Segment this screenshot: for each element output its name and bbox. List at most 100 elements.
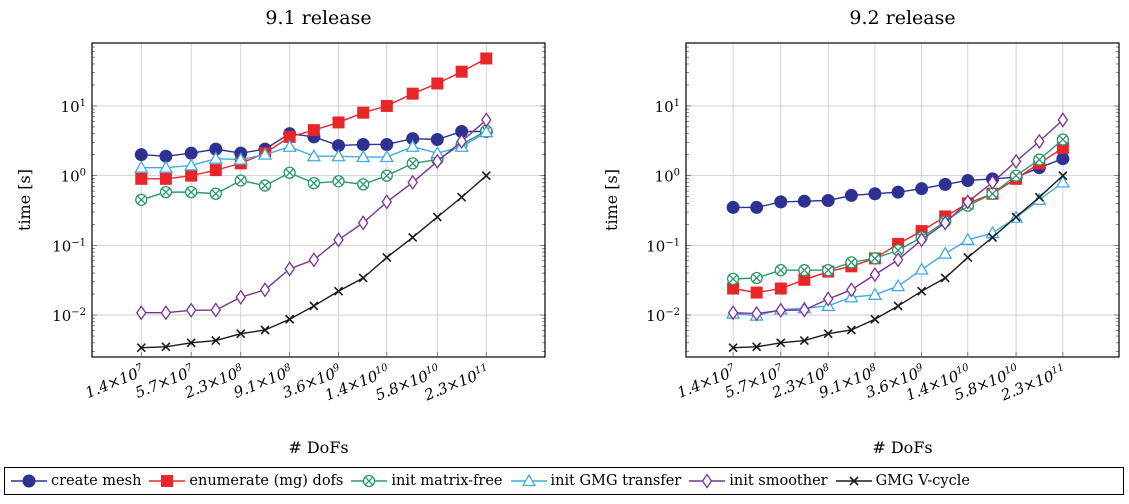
y-tick-label: 100	[61, 168, 86, 186]
data-point	[1056, 152, 1070, 166]
y-axis-label: time [s]	[15, 169, 34, 231]
data-point	[963, 252, 973, 263]
data-point	[914, 262, 929, 275]
data-point	[1055, 175, 1071, 188]
grid	[92, 42, 545, 357]
data-point	[915, 182, 929, 196]
y-axis-label: time [s]	[602, 169, 621, 231]
data-point	[405, 139, 420, 152]
data-point	[799, 336, 809, 346]
data-point	[987, 174, 998, 191]
data-point	[159, 172, 172, 185]
legend-label: init GMG transfer	[550, 473, 682, 489]
data-point	[184, 146, 198, 160]
data-point	[209, 164, 222, 177]
data-point	[432, 153, 443, 170]
data-point	[456, 133, 467, 150]
grid	[686, 42, 1119, 357]
data-point	[1011, 212, 1021, 222]
y-tick-label: 10−2	[52, 307, 86, 325]
plot-frame	[91, 42, 546, 358]
legend-marker	[363, 474, 376, 488]
data-point	[751, 305, 762, 322]
series-gmg-v-cycle	[136, 171, 491, 353]
data-point	[236, 329, 246, 339]
data-point	[285, 314, 295, 324]
data-point	[357, 106, 370, 119]
data-point	[846, 282, 857, 298]
plot-frame	[685, 42, 1120, 358]
data-point	[985, 225, 1000, 239]
data-point	[986, 187, 999, 200]
data-point	[775, 302, 787, 318]
y-tick-label: 101	[655, 98, 680, 116]
data-point	[752, 342, 762, 352]
data-point	[307, 177, 321, 190]
legend-label: enumerate (mg) dofs	[189, 473, 344, 489]
data-point	[846, 325, 856, 335]
data-point	[235, 289, 247, 305]
data-point	[380, 137, 394, 151]
data-point	[307, 124, 320, 137]
y-tick-label: 10−1	[646, 237, 680, 255]
data-point	[774, 282, 787, 295]
data-point	[430, 133, 444, 147]
legend-label: init smoother	[729, 473, 828, 489]
legend-label: init matrix-free	[391, 473, 503, 489]
data-point	[1058, 171, 1068, 181]
data-point	[380, 99, 393, 112]
data-point	[750, 200, 764, 214]
data-point	[432, 212, 442, 222]
data-point	[776, 338, 786, 348]
data-point	[917, 286, 927, 296]
data-point	[798, 264, 811, 277]
data-point	[306, 148, 322, 162]
data-point	[332, 116, 345, 129]
data-point	[161, 342, 171, 352]
data-point	[1032, 192, 1047, 205]
data-point	[938, 177, 952, 191]
data-point	[234, 174, 247, 187]
data-point	[1034, 133, 1045, 150]
data-point	[381, 194, 393, 210]
data-point	[822, 291, 834, 307]
data-point	[1034, 192, 1044, 202]
data-point	[356, 137, 370, 151]
data-point	[892, 252, 904, 268]
data-point	[1057, 112, 1069, 128]
data-point	[356, 149, 371, 163]
data-point	[868, 252, 882, 265]
data-point	[890, 278, 906, 292]
chart-title: 9.1 release	[265, 7, 371, 29]
data-point	[481, 171, 491, 181]
data-point	[750, 286, 763, 299]
data-point	[431, 77, 444, 90]
data-point	[185, 302, 197, 318]
data-point	[309, 301, 319, 311]
data-point	[406, 87, 419, 100]
data-point	[136, 343, 146, 353]
data-point	[135, 193, 148, 206]
data-point	[727, 282, 740, 295]
series-gmg-v-cycle	[728, 171, 1068, 353]
data-point	[480, 52, 493, 65]
data-point	[774, 195, 788, 209]
data-point	[869, 266, 881, 283]
series-init-gmg-transfer	[134, 124, 494, 173]
legend-swatch	[835, 476, 872, 486]
data-point	[798, 273, 811, 286]
data-point	[868, 187, 882, 201]
y-tick-label: 10−2	[646, 307, 680, 325]
data-point	[258, 179, 272, 192]
data-point	[308, 252, 320, 268]
data-point	[185, 185, 198, 199]
data-point	[283, 130, 296, 143]
x-axis-label: # DoFs	[872, 438, 932, 457]
data-point	[960, 232, 975, 245]
data-point	[844, 188, 858, 202]
series-init-matrix-free	[726, 133, 1070, 286]
data-point	[407, 174, 418, 191]
data-point	[358, 273, 368, 283]
data-point	[186, 338, 196, 348]
